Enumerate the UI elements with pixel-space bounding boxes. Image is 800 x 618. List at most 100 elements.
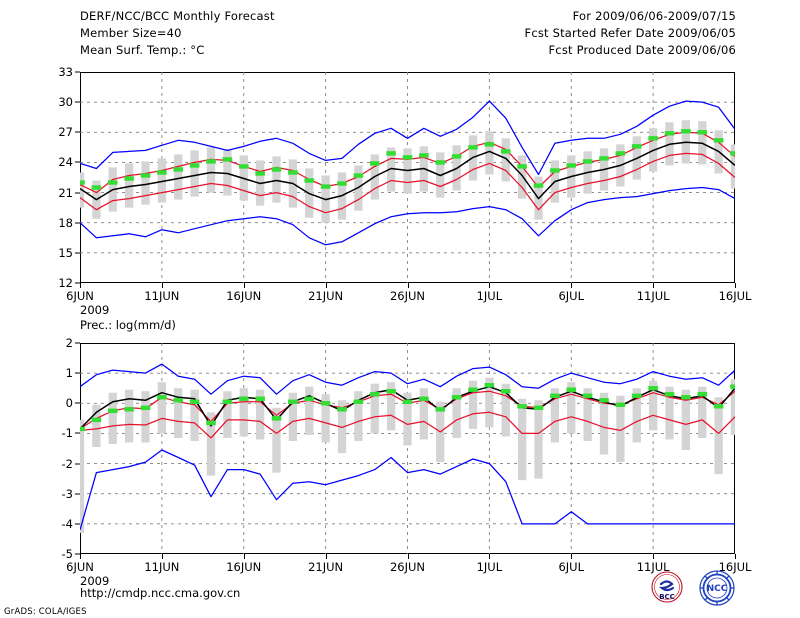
x-axis-tick [489,554,491,559]
climatology-dash [582,159,593,164]
x-axis-tick [161,283,163,288]
source-url[interactable]: http://cmdp.ncc.cma.gov.cn [80,586,241,600]
climatology-dash [631,393,642,398]
climatology-dash [713,138,724,143]
grads-credit: GrADS: COLA/IGES [4,607,87,617]
climatology-dash [484,142,495,147]
climatology-dash [599,156,609,161]
climatology-dash [157,170,167,175]
climatology-dash [91,417,102,423]
series-line-maximum [80,100,735,176]
y-axis-label: 27 [58,125,73,140]
spread-bar [485,377,494,428]
climatology-dash [91,185,102,190]
x-axis-tick [653,283,655,288]
climatology-dash [468,145,478,150]
y-axis-label: -3 [61,486,73,501]
climatology-dash [80,180,85,185]
y-axis-tick [75,372,80,374]
spread-bar [616,395,625,463]
climatology-dash [451,154,462,159]
y-axis-label: -1 [61,426,73,441]
climatology-dash [107,408,118,414]
spread-bar [730,379,735,435]
spread-bar [239,388,248,437]
climatology-dash [435,407,446,412]
y-axis-label: 15 [58,245,73,260]
climatology-dash [484,383,495,388]
climatology-dash [582,393,593,398]
spread-bar [255,389,265,440]
climatology-dash [189,163,200,168]
spread-bar [501,383,510,437]
y-axis-tick [75,493,80,495]
y-axis-label: 30 [58,95,73,110]
climatology-dash [631,144,642,149]
climatology-dash [533,405,544,411]
y-axis-tick [75,282,80,284]
series-line-minimum [80,449,735,531]
x-axis-tick [571,283,573,288]
series-line-lower-quartile [80,152,735,214]
climatology-dash [648,136,658,141]
spread-bar [648,380,658,431]
prec-panel-title: Prec.: log(mm/d) [80,318,176,332]
climatology-dash [173,398,184,403]
spread-bar [370,383,379,434]
bcc-logo: BCC [651,571,683,603]
spread-bar [386,147,396,192]
x-axis-label: 21JUN [308,560,344,574]
y-axis-tick [75,131,80,133]
spread-bar [583,388,592,441]
precipitation-plot-area [80,343,735,554]
spread-bar [223,391,232,438]
y-axis-label: 2 [65,336,73,350]
x-axis-tick [161,554,163,559]
climatology-dash [500,149,511,154]
climatology-dash [419,396,429,401]
climatology-dash [566,387,577,392]
x-axis-label: 11JUN [144,289,180,303]
climatology-dash [255,171,265,176]
spread-bar [141,161,150,205]
climatology-dash [271,167,282,172]
climatology-dash [550,168,560,173]
x-axis-label: 11JUL [636,289,670,303]
climatology-dash [337,407,347,412]
spread-bar [386,382,396,431]
climatology-dash [222,399,233,404]
x-axis-label: 16JUL [718,289,752,303]
climatology-dash [615,402,626,407]
series-line-minimum [80,186,735,246]
y-axis-tick [75,222,80,224]
climatology-dash [206,420,216,426]
x-axis-label: 16JUL [718,560,752,574]
ncc-logo: NCC [699,570,735,606]
x-axis-tick [489,283,491,288]
x-axis-label: 26JUN [389,289,426,303]
x-axis-label: 16JUN [226,289,262,303]
climatology-dash [140,173,151,178]
spread-bar [288,392,298,441]
y-axis-label: 18 [58,215,73,230]
temperature-plot-area [80,72,735,283]
spread-bar [468,380,478,429]
x-axis-label: 6JUL [558,560,585,574]
y-axis-label: 24 [58,155,73,170]
y-axis-label: -4 [61,516,73,531]
y-axis-label: 12 [58,276,73,290]
spread-bar [599,392,609,455]
y-axis-tick [75,101,80,103]
x-axis-tick [80,283,81,288]
spread-bar [321,394,330,443]
spread-bar [272,407,281,473]
forecast-title: DERF/NCC/BCC Monthly Forecast [80,9,275,23]
fcst-started-date: Fcst Started Refer Date 2009/06/05 [524,26,736,40]
y-axis-tick [75,252,80,254]
spread-bar [567,382,576,434]
climatology-dash [681,395,691,400]
spread-bar [665,386,674,440]
climatology-dash [288,399,298,404]
climatology-dash [419,153,429,158]
climatology-dash [713,404,724,409]
